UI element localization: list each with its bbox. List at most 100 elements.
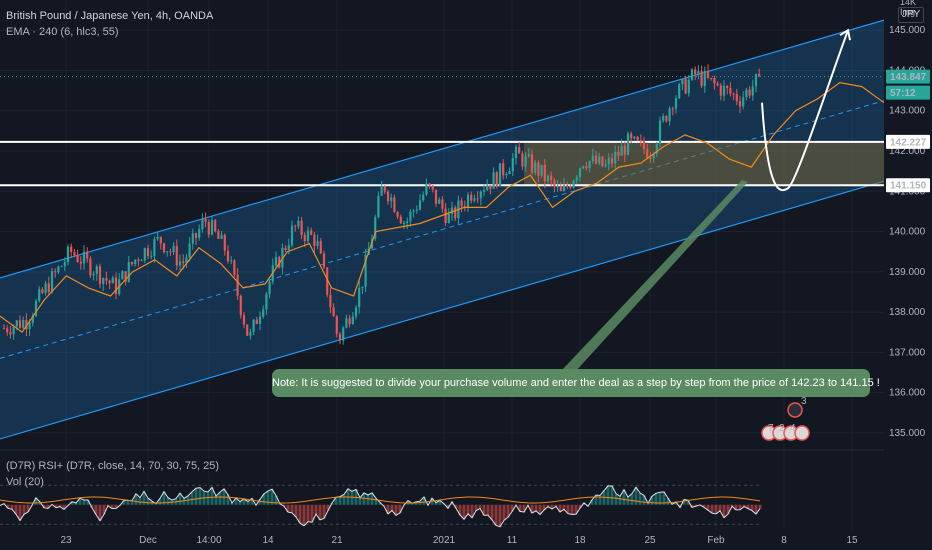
candle-body-206 <box>662 115 665 121</box>
trend-channel[interactable] <box>0 19 885 440</box>
candle-body-105 <box>338 333 342 341</box>
candle-body-17 <box>57 266 60 273</box>
price-tick-label-5: 140.000 <box>889 227 926 238</box>
candle-body-15 <box>50 271 54 293</box>
time-axis-bg <box>0 530 932 550</box>
vol-legend[interactable]: Vol (20) <box>6 476 44 488</box>
currency-top-label: 14K Img <box>900 0 917 17</box>
candle-body-10 <box>34 300 38 316</box>
event-count-0: 3 <box>801 396 807 407</box>
candle-body-54 <box>175 246 178 266</box>
candle-body-116 <box>374 217 377 239</box>
time-axis[interactable]: 23 Dec 14:00 14 21 2021 11 18 25 Feb 8 15 <box>0 530 932 550</box>
candle-body-223 <box>716 83 719 86</box>
candle-body-77 <box>249 332 252 336</box>
candle-body-75 <box>242 315 246 325</box>
candle-body-227 <box>729 88 732 94</box>
candle-body-178 <box>572 180 575 188</box>
time-tick-label-1: Dec <box>139 535 157 546</box>
candle-body-100 <box>322 253 326 268</box>
entry-zone[interactable] <box>524 141 884 186</box>
candle-body-111 <box>358 288 361 308</box>
symbol-title[interactable]: British Pound / Japanese Yen, 4h, OANDA <box>6 10 214 22</box>
candle-body-51 <box>166 251 169 253</box>
candle-body-28 <box>92 273 95 276</box>
candle-body-205 <box>658 120 662 144</box>
candle-body-73 <box>236 274 239 296</box>
candle-body-93 <box>300 220 303 236</box>
candle-body-39 <box>127 262 130 282</box>
candle-body-20 <box>66 246 70 263</box>
countdown-badge-text: 57:12 <box>890 88 916 99</box>
time-tick-label-2: 14:00 <box>196 535 221 546</box>
price-axis[interactable]: 135.000 136.000 137.000 138.000 139.000 140.0… <box>884 0 932 530</box>
candle-body-22 <box>73 252 76 256</box>
event-markers[interactable]: 3 7 2 4 <box>761 396 810 441</box>
candle-body-74 <box>239 295 242 316</box>
candle-body-229 <box>735 94 738 102</box>
candle-body-48 <box>156 237 159 239</box>
candle-body-135 <box>434 189 438 204</box>
candle-body-64 <box>207 221 210 235</box>
projection-arrow[interactable] <box>761 28 851 192</box>
candle-body-182 <box>585 166 588 169</box>
candle-body-235 <box>754 73 758 87</box>
candle-body-138 <box>444 208 447 224</box>
candle-body-194 <box>623 146 626 155</box>
ema-legend[interactable]: EMA · 240 (6, hlc3, 55) <box>6 26 119 38</box>
candle-body-154 <box>495 172 498 187</box>
time-tick-label-0: 23 <box>60 535 72 546</box>
rsi-legend[interactable]: (D7R) RSI+ (D7R, close, 14, 70, 30, 75, … <box>6 460 220 472</box>
candle-body-82 <box>265 293 268 310</box>
candle-body-136 <box>438 199 441 204</box>
candle-body-108 <box>348 318 351 325</box>
candle-body-173 <box>556 186 559 188</box>
candle-body-168 <box>540 164 543 176</box>
candle-body-174 <box>559 186 562 191</box>
channel-upper-line <box>0 19 885 279</box>
candle-body-185 <box>594 155 598 164</box>
candle-body-121 <box>390 197 393 202</box>
candle-body-120 <box>386 191 390 202</box>
candle-body-216 <box>694 69 697 75</box>
level-lower-badge-text: 141.150 <box>890 181 927 192</box>
candle-body-106 <box>342 327 345 341</box>
event-count-1: 7 <box>768 423 774 434</box>
candle-body-21 <box>70 246 73 253</box>
candle-body-191 <box>614 152 617 164</box>
candle-body-226 <box>726 85 729 89</box>
candle-body-175 <box>562 185 566 191</box>
candle-body-159 <box>511 158 514 172</box>
candle-body-162 <box>521 153 524 167</box>
candle-body-102 <box>329 294 332 308</box>
candle-body-167 <box>537 162 540 176</box>
candle-body-122 <box>393 197 396 213</box>
candle-body-183 <box>588 161 591 169</box>
candle-body-72 <box>233 260 236 275</box>
candle-body-90 <box>290 225 294 246</box>
candle-body-215 <box>690 69 694 80</box>
last-price-badge-bg <box>886 69 930 84</box>
candle-body-42 <box>137 259 140 261</box>
horizontal-levels[interactable] <box>0 76 884 187</box>
candle-body-210 <box>674 98 678 109</box>
candle-body-9 <box>31 315 34 323</box>
countdown-badge-bg <box>886 85 930 100</box>
price-tick-label-4: 139.000 <box>889 267 926 278</box>
candle-body-187 <box>601 156 604 167</box>
candle-body-18 <box>60 266 63 268</box>
level-lower-badge-bg <box>886 178 930 193</box>
candle-body-61 <box>198 229 201 238</box>
candle-body-197 <box>633 136 636 139</box>
candle-body-130 <box>418 200 422 210</box>
price-tick-label-0: 135.000 <box>889 428 926 439</box>
candle-body-49 <box>159 237 162 244</box>
currency-label[interactable]: JPY <box>898 7 924 23</box>
candle-body-63 <box>204 218 207 222</box>
candle-body-47 <box>153 238 156 256</box>
candle-body-221 <box>710 77 713 79</box>
candle-body-228 <box>732 93 735 95</box>
time-tick-label-10: 8 <box>781 535 787 546</box>
price-tick-label-8: 143.000 <box>889 106 926 117</box>
